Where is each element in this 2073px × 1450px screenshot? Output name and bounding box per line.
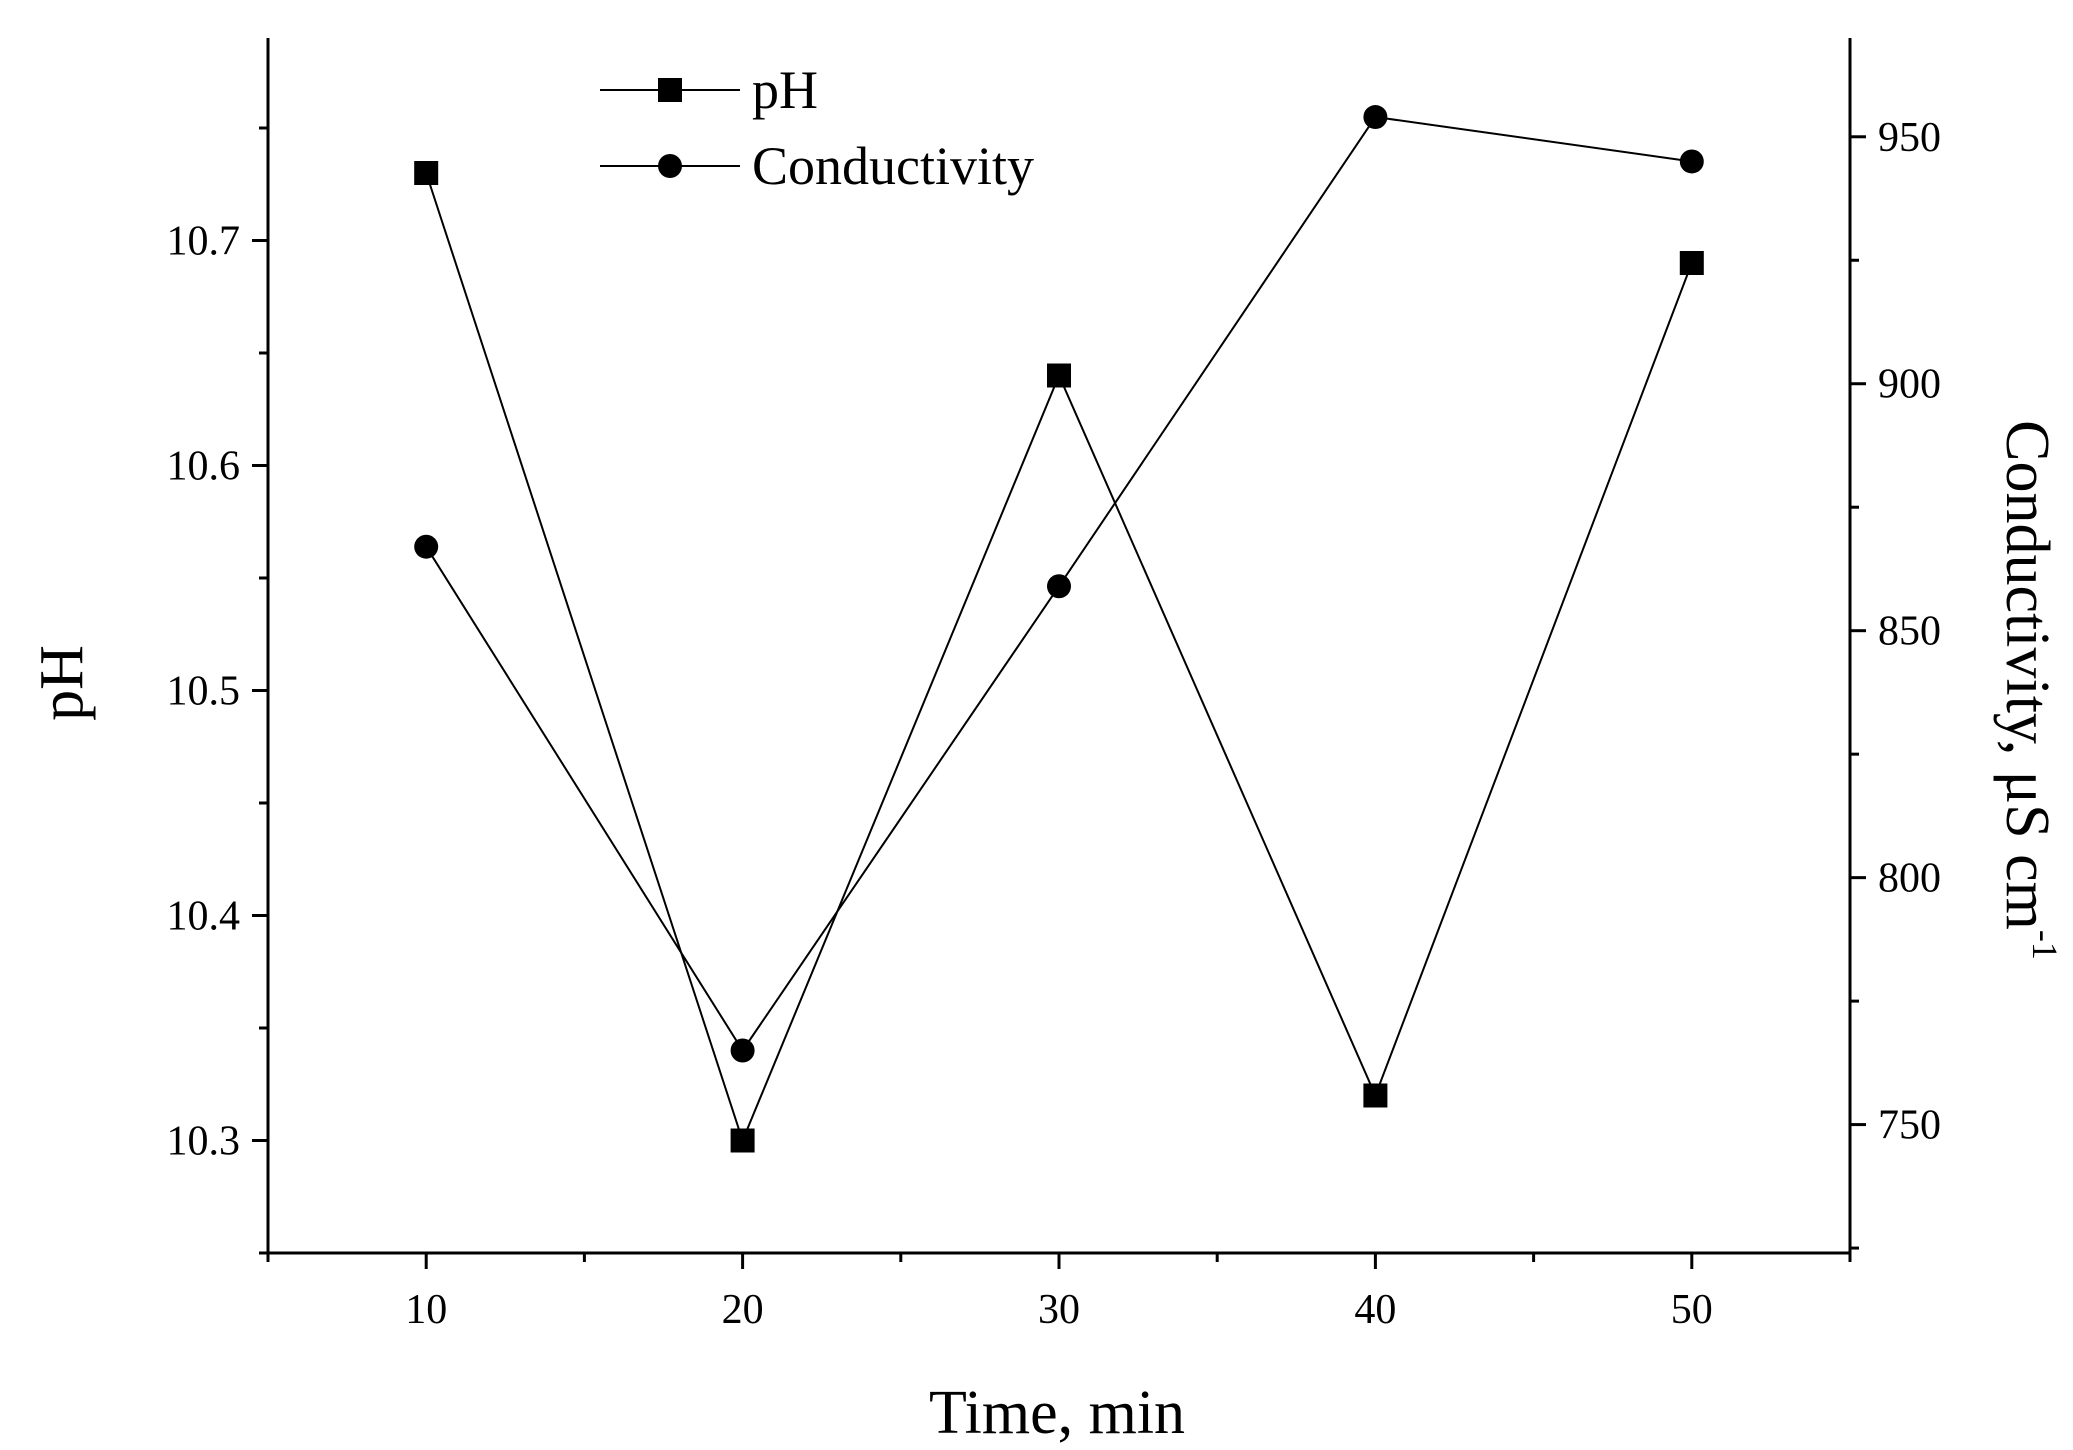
y-tick-label: 10.5 [167, 669, 241, 715]
y2-axis-title-superscript: -1 [2025, 930, 2065, 960]
conductivity-point-marker [414, 534, 439, 559]
conductivity-point-marker [1679, 149, 1704, 174]
x-tick-label: 10 [405, 1287, 447, 1333]
conductivity-point-marker [1047, 574, 1071, 599]
ph-point-marker [1679, 251, 1704, 275]
legend-conductivity-marker [658, 154, 682, 178]
x-tick-label: 50 [1671, 1287, 1713, 1333]
y2-tick-label: 800 [1878, 856, 1941, 902]
ph-point-marker [730, 1128, 755, 1153]
legend-conductivity-label: Conductivity [752, 136, 1034, 196]
x-axis-title: Time, min [929, 1379, 1185, 1447]
ph-series-line [425, 172, 1693, 1144]
y-tick-label: 10.7 [167, 219, 241, 265]
y-tick-label: 10.3 [167, 1119, 241, 1165]
y-tick-label: 10.6 [167, 444, 241, 490]
y2-tick-label: 900 [1878, 362, 1941, 408]
y2-axis-title: Conductivity, μS cm-1 [1993, 420, 2065, 960]
legend-ph-marker [658, 78, 682, 102]
x-tick-label: 40 [1354, 1287, 1396, 1333]
x-tick-label: 30 [1038, 1287, 1080, 1333]
y2-tick-label: 950 [1878, 115, 1941, 161]
legend-ph-label: pH [752, 60, 818, 120]
ph-point-marker [1363, 1083, 1388, 1108]
y2-tick-label: 750 [1878, 1103, 1941, 1149]
ph-point-marker [414, 161, 439, 185]
x-tick-label: 20 [722, 1287, 764, 1333]
conductivity-point-marker [1363, 105, 1388, 130]
axes-layer [266, 38, 1852, 1255]
ticks-layer: 10 20 30 40 50 10.3 10.4 10.5 10.6 10.7 750 800 850 9… [167, 115, 1942, 1333]
legend: pH Conductivity [600, 60, 1034, 196]
svg-text:Conductivity, μS cm-1: Conductivity, μS cm-1 [1993, 420, 2065, 960]
ph-point-marker [1047, 363, 1071, 388]
y2-tick-label: 850 [1878, 609, 1941, 655]
conductivity-point-marker [730, 1038, 755, 1063]
y-axis-title: pH [28, 645, 96, 721]
y2-axis-title-main: Conductivity, μS cm [1993, 420, 2061, 930]
series-layer [414, 105, 1704, 1153]
y-tick-label: 10.4 [167, 894, 241, 940]
